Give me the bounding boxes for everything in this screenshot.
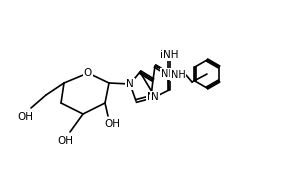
Text: OH: OH [104,119,120,129]
Text: N: N [147,92,155,102]
Text: OH: OH [17,112,33,122]
Text: N: N [151,92,159,102]
Text: NH: NH [171,70,185,80]
Text: O: O [84,68,92,78]
Text: OH: OH [57,136,73,146]
Text: NH: NH [161,69,175,79]
Text: N: N [126,79,134,89]
Text: iNH: iNH [160,50,178,60]
